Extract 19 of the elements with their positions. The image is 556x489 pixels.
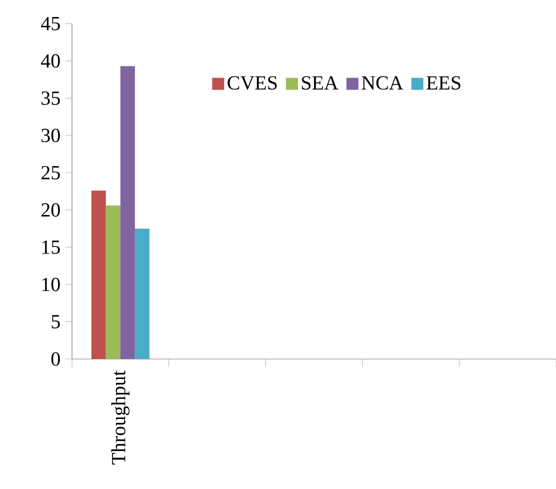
legend-label: SEA: [302, 76, 338, 90]
y-tick-label: 40: [41, 54, 60, 68]
legend-label: NCA: [362, 76, 404, 90]
x-tick-label: Throughput: [111, 370, 130, 464]
y-tick-label: 30: [42, 128, 60, 142]
y-tick-label: 0: [51, 352, 60, 366]
y-tick-label: 20: [42, 203, 60, 217]
bar: [120, 66, 135, 359]
y-tick-label: 10: [42, 278, 60, 292]
legend-label: CVES: [228, 76, 277, 90]
y-tick-label: 35: [42, 91, 60, 105]
bar: [106, 205, 120, 359]
legend-label: EES: [426, 76, 460, 90]
y-tick-label: 5: [52, 315, 60, 328]
bar: [134, 228, 150, 359]
bar: [91, 190, 106, 359]
y-tick-label: 25: [42, 166, 60, 180]
y-tick-label: 45: [41, 16, 60, 30]
y-tick-label: 15: [42, 240, 60, 254]
